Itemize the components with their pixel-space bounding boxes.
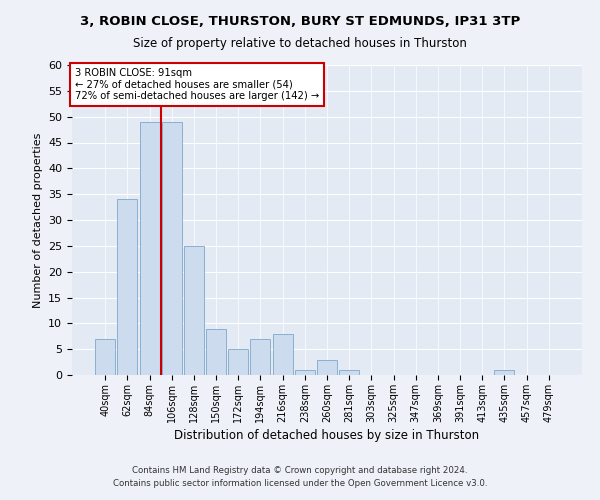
Bar	[206, 328, 226, 375]
Text: 3 ROBIN CLOSE: 91sqm
← 27% of detached houses are smaller (54)
72% of semi-detac: 3 ROBIN CLOSE: 91sqm ← 27% of detached h…	[74, 68, 319, 102]
Text: Size of property relative to detached houses in Thurston: Size of property relative to detached ho…	[133, 38, 467, 51]
X-axis label: Distribution of detached houses by size in Thurston: Distribution of detached houses by size …	[175, 429, 479, 442]
Bar	[95, 339, 115, 375]
Y-axis label: Number of detached properties: Number of detached properties	[32, 132, 43, 308]
Bar	[228, 349, 248, 375]
Bar	[184, 246, 204, 375]
Bar	[118, 200, 137, 375]
Bar	[162, 122, 182, 375]
Bar	[494, 370, 514, 375]
Bar	[250, 339, 271, 375]
Bar	[317, 360, 337, 375]
Bar	[295, 370, 315, 375]
Bar	[272, 334, 293, 375]
Text: Contains HM Land Registry data © Crown copyright and database right 2024.
Contai: Contains HM Land Registry data © Crown c…	[113, 466, 487, 487]
Bar	[339, 370, 359, 375]
Text: 3, ROBIN CLOSE, THURSTON, BURY ST EDMUNDS, IP31 3TP: 3, ROBIN CLOSE, THURSTON, BURY ST EDMUND…	[80, 15, 520, 28]
Bar	[140, 122, 160, 375]
